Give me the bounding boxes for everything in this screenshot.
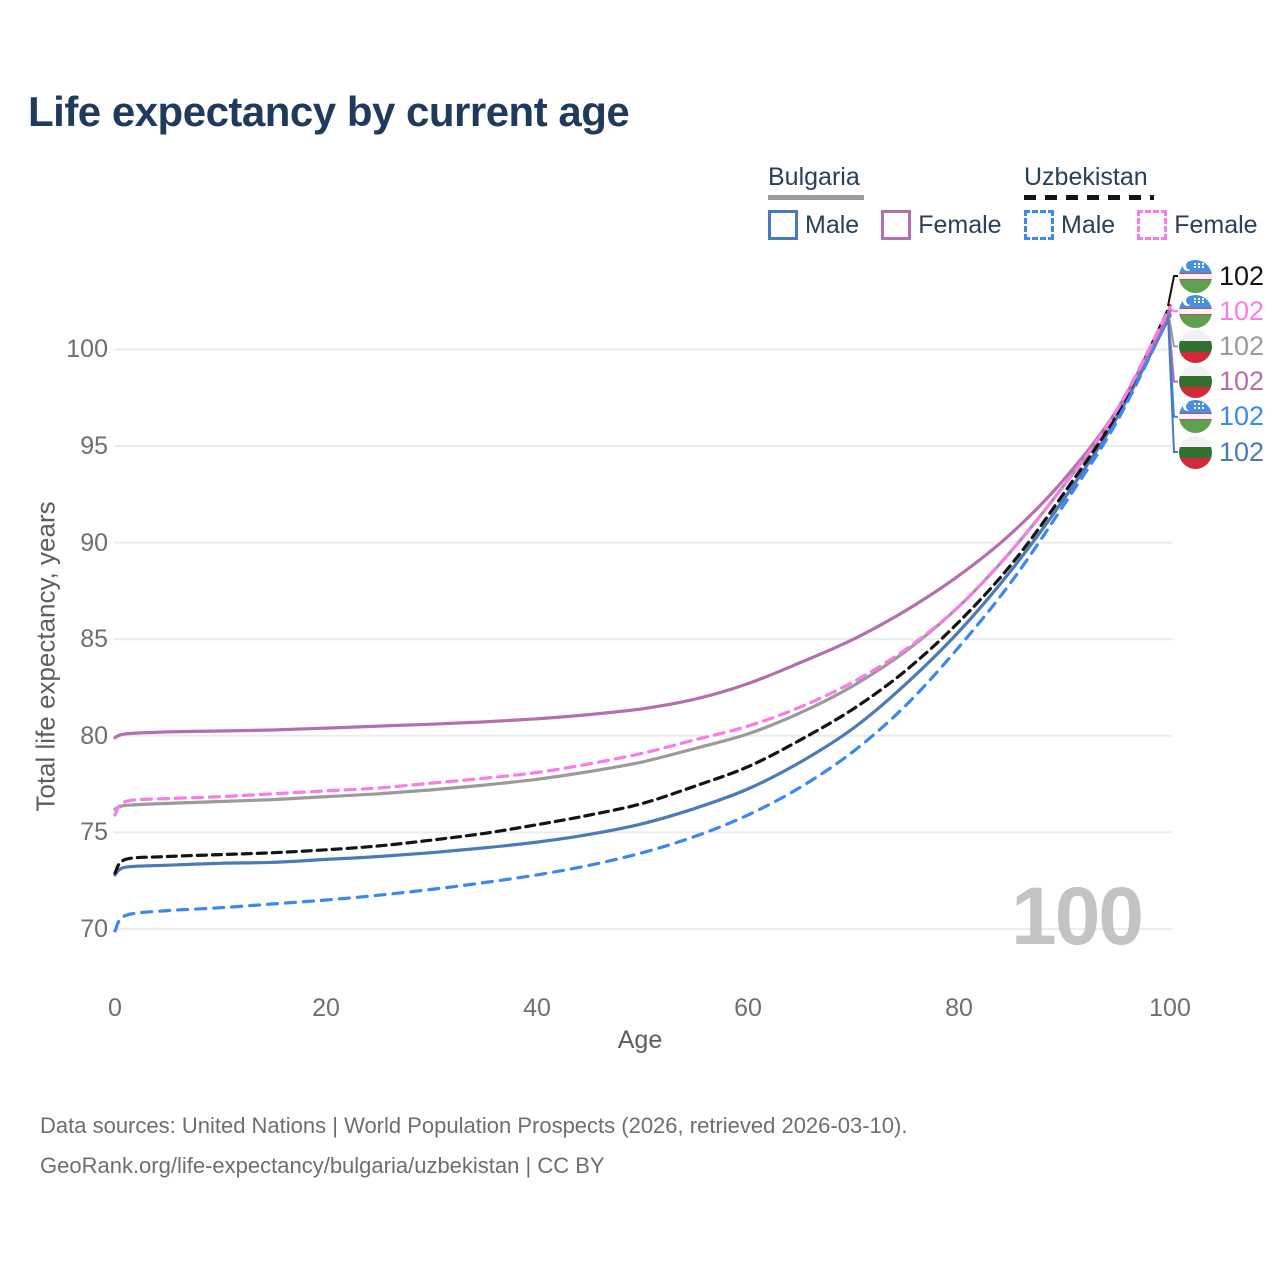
- end-label-value: 102: [1219, 295, 1265, 326]
- y-tick-label-80: 80: [80, 721, 108, 750]
- legend-label-bulgaria-male: Male: [805, 210, 860, 239]
- legend-country-bulgaria: Bulgaria: [768, 163, 860, 191]
- leader-line-uz_total: [1167, 275, 1178, 307]
- end-label-uz_female[interactable]: 102: [1179, 294, 1264, 328]
- series-line-bg_female[interactable]: [113, 310, 1172, 740]
- legend-item-bulgaria-male[interactable]: Male: [768, 210, 859, 240]
- flag-bulgaria-icon: [1179, 365, 1212, 399]
- legend-group-bulgaria: Bulgaria Male Female: [768, 163, 1002, 240]
- legend-item-bulgaria-female[interactable]: Female: [881, 210, 1002, 240]
- x-tick-label-0: 0: [108, 994, 122, 1022]
- x-tick-label-40: 40: [523, 994, 551, 1022]
- flag-uzbekistan-icon: [1179, 294, 1212, 328]
- footer-attribution[interactable]: GeoRank.org/life-expectancy/bulgaria/uzb…: [40, 1153, 605, 1178]
- flag-bulgaria-icon: [1179, 435, 1212, 469]
- page-title: Life expectancy by current age: [28, 88, 630, 135]
- footer: Data sources: United Nations | World Pop…: [40, 1106, 907, 1186]
- flag-bulgaria-icon: [1179, 329, 1212, 363]
- watermark-100: 100: [1011, 871, 1144, 962]
- end-label-bg_female[interactable]: 102: [1179, 365, 1264, 399]
- end-label-value: 102: [1219, 436, 1265, 467]
- leader-line-bg_male: [1167, 315, 1178, 453]
- leader-line-bg_total: [1167, 310, 1178, 348]
- y-axis-title: Total life expectancy, years: [30, 501, 61, 812]
- y-tick-label-100: 100: [66, 335, 108, 364]
- x-tick-label-80: 80: [945, 994, 973, 1022]
- legend-swatch-uzbekistan-female: [1137, 210, 1168, 240]
- legend-item-uzbekistan-female[interactable]: Female: [1137, 210, 1258, 240]
- legend-country-uzbekistan: Uzbekistan: [1024, 163, 1148, 191]
- leader-line-uz_female: [1167, 306, 1178, 313]
- end-label-bg_total[interactable]: 102: [1179, 329, 1264, 363]
- x-tick-label-20: 20: [312, 994, 340, 1022]
- series-line-bg_male[interactable]: [113, 314, 1172, 877]
- x-tick-label-100: 100: [1149, 994, 1191, 1022]
- y-tick-label-75: 75: [80, 818, 108, 847]
- legend-swatch-bulgaria-male: [768, 210, 798, 240]
- series-line-uz_female[interactable]: [113, 305, 1172, 817]
- end-label-value: 102: [1219, 330, 1265, 361]
- legend-group-uzbekistan: Uzbekistan Male Female: [1024, 163, 1258, 240]
- footer-data-sources: Data sources: United Nations | World Pop…: [40, 1113, 908, 1138]
- y-tick-label-70: 70: [80, 915, 108, 943]
- legend-line-sample-bulgaria: [768, 195, 864, 200]
- x-tick-label-60: 60: [734, 994, 762, 1022]
- end-label-bg_male[interactable]: 102: [1179, 435, 1264, 469]
- legend-label-bulgaria-female: Female: [918, 210, 1002, 239]
- x-axis-title: Age: [617, 1026, 663, 1054]
- series-line-uz_total[interactable]: [113, 304, 1172, 875]
- flag-uzbekistan-icon: [1179, 400, 1212, 434]
- flag-uzbekistan-icon: [1179, 259, 1212, 293]
- legend-line-sample-uzbekistan: [1024, 195, 1154, 200]
- legend-label-uzbekistan-female: Female: [1174, 210, 1258, 239]
- series-line-bg_total[interactable]: [113, 309, 1172, 811]
- end-label-uz_male[interactable]: 102: [1179, 400, 1264, 434]
- end-label-value: 102: [1219, 366, 1265, 397]
- legend-item-uzbekistan-male[interactable]: Male: [1024, 210, 1115, 240]
- legend-swatch-bulgaria-female: [881, 210, 912, 240]
- legend-label-uzbekistan-male: Male: [1061, 210, 1116, 239]
- end-label-value: 102: [1219, 401, 1265, 432]
- y-tick-label-90: 90: [80, 528, 108, 557]
- y-tick-label-95: 95: [80, 432, 108, 460]
- legend-swatch-uzbekistan-male: [1024, 210, 1054, 240]
- end-label-value: 102: [1219, 260, 1265, 291]
- y-tick-label-85: 85: [80, 625, 108, 654]
- end-label-uz_total[interactable]: 102: [1179, 259, 1264, 293]
- series-line-uz_male[interactable]: [113, 313, 1172, 933]
